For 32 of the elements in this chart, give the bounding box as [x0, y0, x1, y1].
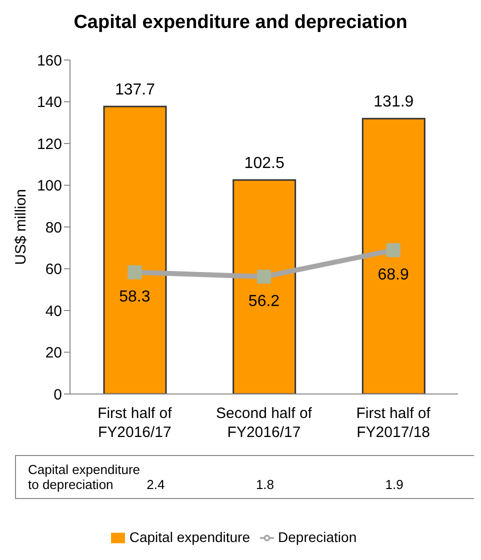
- x-tick-label: First half of FY2016/17: [98, 405, 173, 441]
- point: [386, 243, 400, 258]
- y-tick-label: 140: [36, 94, 62, 112]
- y-tick-label: 80: [45, 219, 62, 236]
- y-tick-label: 160: [36, 52, 62, 70]
- bar: [232, 179, 296, 394]
- data-label: 58.3: [119, 288, 150, 306]
- point: [257, 270, 271, 284]
- legend-label: Capital expenditure: [129, 529, 250, 545]
- x-tick-label: First half of FY2017/18: [356, 405, 432, 441]
- y-axis-title: US$ million: [12, 189, 30, 265]
- point: [128, 265, 142, 280]
- data-label: 68.9: [378, 266, 410, 284]
- text: 2.4: [146, 477, 166, 492]
- data-label: 102.5: [244, 155, 284, 172]
- data-label: 131.9: [374, 94, 414, 111]
- bar: [103, 106, 167, 394]
- y-tick-label: 60: [45, 261, 62, 278]
- data-label: 56.2: [248, 293, 280, 310]
- y-tick-label: 100: [36, 178, 62, 195]
- text: 1.9: [384, 477, 404, 492]
- legend-label: Depreciation: [278, 529, 357, 545]
- text: Capital expenditure to depreciation: [28, 462, 140, 492]
- x-tick-label: Second half of FY2016/17: [216, 405, 313, 441]
- y-tick-label: 20: [45, 344, 62, 362]
- y-tick-label: 120: [36, 136, 62, 153]
- chart-title: Capital expenditure and depreciation: [72, 12, 408, 34]
- y-tick-label: 40: [45, 302, 62, 320]
- text: 1.8: [254, 477, 276, 492]
- data-label: 137.7: [114, 82, 156, 99]
- bar: [362, 118, 426, 394]
- y-tick-label: 0: [54, 386, 62, 404]
